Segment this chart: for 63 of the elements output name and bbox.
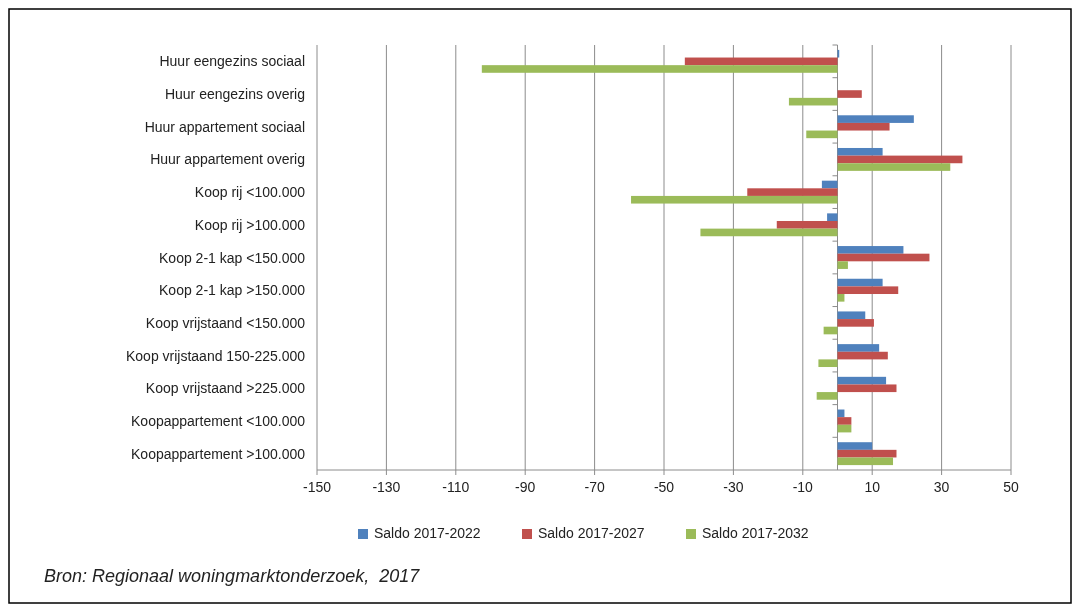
x-tick-label: -130 xyxy=(372,479,401,495)
bar xyxy=(700,228,838,237)
x-tick-label: 30 xyxy=(933,479,950,495)
y-tick-label: Koop vrijstaand >225.000 xyxy=(145,380,306,397)
bar xyxy=(837,417,852,425)
bar xyxy=(837,449,897,458)
bar xyxy=(818,359,838,368)
bar xyxy=(837,351,888,360)
bar xyxy=(823,326,838,335)
bar xyxy=(631,195,838,204)
x-tick-label: -30 xyxy=(723,479,744,495)
bar xyxy=(821,180,838,189)
y-tick-label: Huur appartement overig xyxy=(150,151,305,168)
y-tick-label: Koop 2-1 kap <150.000 xyxy=(159,249,306,266)
bar xyxy=(837,90,862,98)
bar xyxy=(788,97,838,106)
y-tick-label: Koopappartement <100.000 xyxy=(131,412,306,429)
x-tick-label: -110 xyxy=(442,479,470,495)
bar xyxy=(837,344,880,352)
bar xyxy=(747,188,838,196)
bar xyxy=(481,65,838,73)
x-tick-label: -90 xyxy=(515,479,536,495)
bar xyxy=(837,246,904,254)
y-tick-label: Huur appartement sociaal xyxy=(144,118,305,135)
bar xyxy=(837,442,873,450)
bar xyxy=(776,220,838,229)
y-tick-label: Huur eengezins overig xyxy=(164,86,305,103)
bar xyxy=(837,376,887,385)
bar xyxy=(837,319,874,327)
bar xyxy=(837,457,894,466)
x-tick-label: -50 xyxy=(653,479,675,495)
legend-label: Saldo 2017-2022 xyxy=(374,525,481,541)
bar xyxy=(837,122,890,131)
x-tick-label: -150 xyxy=(302,479,332,495)
bar xyxy=(837,384,897,393)
y-tick-label: Koop rij >100.000 xyxy=(194,216,306,233)
bar xyxy=(837,115,914,123)
bar xyxy=(684,57,838,66)
x-tick-label: -70 xyxy=(584,479,605,495)
x-tick-label: 50 xyxy=(1003,479,1019,495)
bar xyxy=(837,163,951,171)
y-tick-label: Koop vrijstaand 150-225.000 xyxy=(125,347,306,364)
bar xyxy=(837,286,899,295)
y-tick-label: Huur eengezins sociaal xyxy=(159,53,305,70)
bar xyxy=(827,213,838,221)
x-tick-label: 10 xyxy=(864,479,881,495)
bar xyxy=(816,392,838,400)
text: Bron: Regionaal woningmarktonderzoek, 2017 xyxy=(44,566,421,586)
x-tick-label: -10 xyxy=(792,479,814,495)
legend-label: Saldo 2017-2032 xyxy=(702,525,809,541)
bar xyxy=(837,261,848,269)
y-tick-label: Koop 2-1 kap >150.000 xyxy=(159,282,306,299)
bar xyxy=(837,253,930,262)
bar xyxy=(837,155,963,164)
bar xyxy=(837,294,845,302)
y-tick-label: Koop rij <100.000 xyxy=(194,184,306,201)
bar xyxy=(806,130,838,139)
y-tick-label: Koopappartement >100.000 xyxy=(131,445,306,462)
bar xyxy=(837,311,866,320)
bar xyxy=(837,147,883,156)
legend-label: Saldo 2017-2027 xyxy=(538,525,645,541)
y-tick-label: Koop vrijstaand <150.000 xyxy=(145,314,306,331)
bar xyxy=(837,278,883,287)
